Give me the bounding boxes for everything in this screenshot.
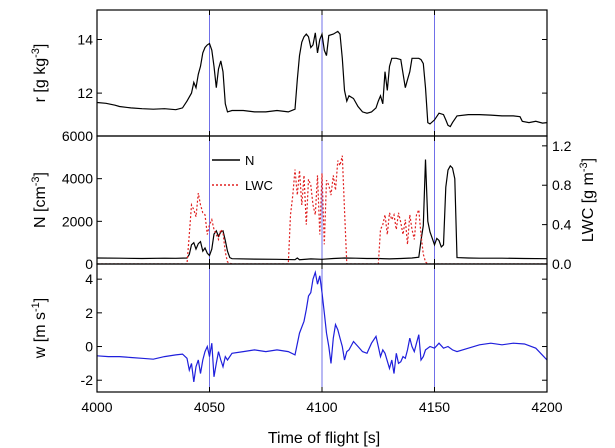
y-axis-title-w: w [m s-1] bbox=[30, 298, 49, 359]
y-tick-label-r-1: 14 bbox=[77, 31, 93, 47]
y-tick-label-w-2: 2 bbox=[85, 305, 93, 321]
y-tick-label-w-0: -2 bbox=[81, 372, 94, 388]
right-tick-label-n-0: 0.0 bbox=[552, 256, 572, 272]
x-axis-title: Time of flight [s] bbox=[268, 430, 380, 447]
x-tick-label-3: 4150 bbox=[419, 399, 450, 415]
y-axis-title-r: r [g kg-3] bbox=[30, 44, 49, 103]
y-tick-label-w-1: 0 bbox=[85, 339, 93, 355]
y-axis-title-n: N [cm-3] bbox=[30, 172, 49, 228]
x-tick-label-2: 4100 bbox=[306, 399, 337, 415]
right-tick-label-n-1: 0.4 bbox=[552, 217, 572, 233]
y-tick-label-w-3: 4 bbox=[85, 271, 93, 287]
panel-r: 12 14 r [g kg-3] bbox=[30, 9, 548, 137]
y-tick-label-n-3: 6000 bbox=[62, 128, 93, 144]
series-r-0 bbox=[97, 30, 547, 128]
series-n-lwc bbox=[97, 155, 547, 264]
y-tick-label-n-0: 0 bbox=[85, 256, 93, 272]
y-tick-label-n-1: 2000 bbox=[62, 213, 93, 229]
right-tick-label-n-2: 0.8 bbox=[552, 177, 572, 193]
legend-label-n: N bbox=[245, 153, 254, 168]
right-tick-label-n-3: 1.2 bbox=[552, 138, 572, 154]
x-tick-label-4: 4200 bbox=[531, 399, 562, 415]
legend-n: N LWC bbox=[212, 153, 273, 193]
legend-label-lwc: LWC bbox=[245, 178, 273, 193]
panel-n: 0 2000 4000 6000 N [cm-3] 0.0 0.4 0.8 1.2 LWC [g … bbox=[30, 128, 597, 272]
series-n-n bbox=[97, 159, 547, 261]
right-axis-title-n: LWC [g m-3] bbox=[578, 158, 597, 242]
panel-w: -2 0 2 4 w [m s-1] 4000 4050 4100 4150 4200 bbox=[30, 263, 563, 415]
x-tick-label-0: 4000 bbox=[81, 399, 112, 415]
plot-layer: 12 14 r [g kg-3] 0 2000 4000 6000 N [cm-3] 0.0 0.… bbox=[30, 9, 597, 415]
series-w-0 bbox=[97, 270, 547, 382]
y-tick-label-n-2: 4000 bbox=[62, 171, 93, 187]
y-tick-label-r-0: 12 bbox=[77, 85, 93, 101]
x-tick-label-1: 4050 bbox=[194, 399, 225, 415]
